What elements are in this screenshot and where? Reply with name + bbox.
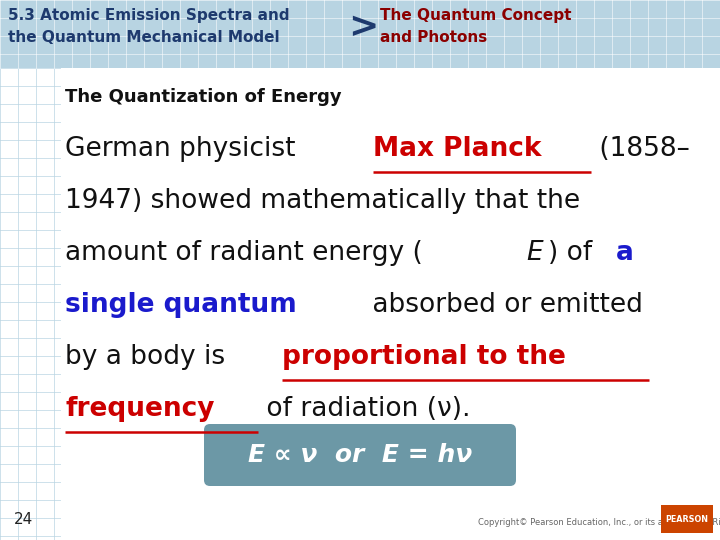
Text: proportional to the: proportional to the xyxy=(282,344,567,370)
Polygon shape xyxy=(0,0,720,68)
Text: The Quantization of Energy: The Quantization of Energy xyxy=(65,88,341,106)
Text: and Photons: and Photons xyxy=(380,30,487,45)
Text: frequency: frequency xyxy=(65,396,215,422)
Text: the Quantum Mechanical Model: the Quantum Mechanical Model xyxy=(8,30,279,45)
Text: of radiation (ν).: of radiation (ν). xyxy=(258,396,470,422)
Text: absorbed or emitted: absorbed or emitted xyxy=(364,292,643,318)
Text: single quantum: single quantum xyxy=(65,292,297,318)
Text: 1947) showed mathematically that the: 1947) showed mathematically that the xyxy=(65,188,580,214)
Text: amount of radiant energy (: amount of radiant energy ( xyxy=(65,240,423,266)
FancyBboxPatch shape xyxy=(204,424,516,486)
Text: by a body is: by a body is xyxy=(65,344,233,370)
Text: a: a xyxy=(616,240,634,266)
Text: 5.3 Atomic Emission Spectra and: 5.3 Atomic Emission Spectra and xyxy=(8,8,289,23)
Text: PEARSON: PEARSON xyxy=(665,515,708,523)
Text: ) of: ) of xyxy=(548,240,600,266)
Text: Copyright© Pearson Education, Inc., or its affiliates. All Rights Reserved.: Copyright© Pearson Education, Inc., or i… xyxy=(478,518,720,527)
Text: Max Planck: Max Planck xyxy=(373,136,541,162)
Text: (1858–: (1858– xyxy=(590,136,689,162)
Text: The Quantum Concept: The Quantum Concept xyxy=(380,8,572,23)
Text: E ∝ ν  or  E = hν: E ∝ ν or E = hν xyxy=(248,443,472,467)
Text: 24: 24 xyxy=(14,512,33,527)
Text: E: E xyxy=(526,240,543,266)
Text: German physicist: German physicist xyxy=(65,136,304,162)
FancyBboxPatch shape xyxy=(661,505,713,533)
Text: >: > xyxy=(348,10,379,44)
